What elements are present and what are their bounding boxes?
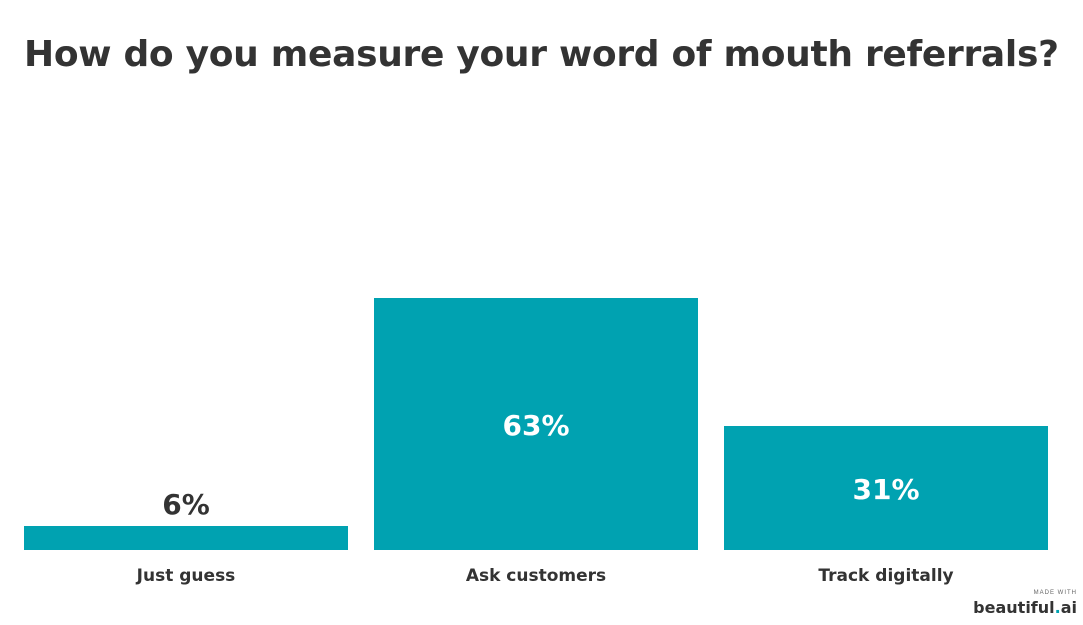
bar-ask-customers bbox=[374, 298, 698, 550]
data-label: 63% bbox=[502, 409, 569, 442]
data-label: 6% bbox=[162, 488, 210, 521]
category-label: Just guess bbox=[136, 566, 236, 586]
brand-name: beautiful bbox=[973, 598, 1055, 617]
bar-track-digitally bbox=[724, 426, 1048, 550]
chart-title: How do you measure your word of mouth re… bbox=[24, 34, 1059, 75]
made-with-label: MADE WITH bbox=[1033, 590, 1077, 596]
brand-dot: . bbox=[1054, 598, 1061, 617]
made-with-credit: MADE WITH beautiful.ai bbox=[973, 590, 1077, 617]
category-label: Track digitally bbox=[818, 566, 953, 586]
brand-suffix: ai bbox=[1060, 598, 1077, 617]
bar-just-guess bbox=[24, 526, 348, 550]
data-label: 31% bbox=[852, 473, 919, 506]
category-label: Ask customers bbox=[466, 566, 606, 586]
brand-logo: beautiful.ai bbox=[973, 598, 1077, 617]
